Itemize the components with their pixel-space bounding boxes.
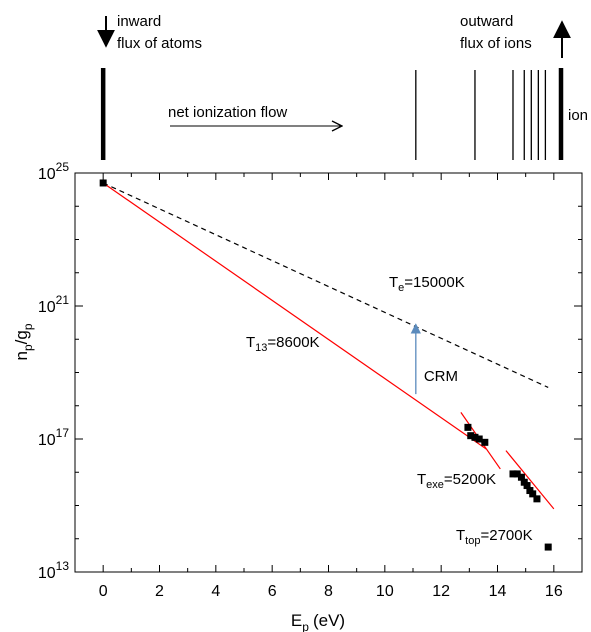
data-point bbox=[533, 495, 541, 503]
label-t13: T13=8600K bbox=[246, 334, 320, 354]
energy-level-lines bbox=[100, 68, 547, 160]
x-tick-label: 14 bbox=[489, 583, 507, 600]
data-point bbox=[467, 432, 475, 440]
y-axis-ticks: 1013 1017 1021 1025 bbox=[38, 160, 582, 582]
data-point bbox=[464, 423, 472, 431]
x-axis-ticks: 0 2 4 6 8 10 12 14 16 bbox=[74, 173, 583, 600]
data-point bbox=[481, 438, 489, 446]
data-points bbox=[99, 179, 552, 551]
outward-label-line2: flux of ions bbox=[460, 35, 532, 52]
x-axis-label: Ep (eV) bbox=[291, 611, 345, 632]
x-tick-label: 2 bbox=[155, 583, 164, 600]
crm-label: CRM bbox=[424, 368, 458, 385]
net-flow-label: net ionization flow bbox=[168, 104, 287, 121]
y-axis-label: np/gp bbox=[12, 323, 35, 360]
energy-level-panel: inward flux of atoms outward flux of ion… bbox=[97, 13, 588, 160]
label-texe: Texe=5200K bbox=[417, 471, 496, 491]
x-tick-label: 0 bbox=[99, 583, 108, 600]
data-point bbox=[529, 490, 537, 498]
data-point bbox=[517, 473, 525, 481]
inward-label-line2: flux of atoms bbox=[117, 35, 202, 52]
y-tick-label: 1017 bbox=[38, 426, 69, 449]
fit-line-13 bbox=[102, 182, 487, 450]
x-tick-label: 16 bbox=[545, 583, 563, 600]
x-tick-label: 4 bbox=[211, 583, 220, 600]
data-point bbox=[99, 179, 107, 187]
y-tick-label: 1025 bbox=[38, 160, 69, 183]
fit-line-top bbox=[505, 450, 555, 510]
inward-label-line1: inward bbox=[117, 13, 161, 30]
x-tick-label: 8 bbox=[324, 583, 333, 600]
data-point bbox=[471, 433, 479, 441]
outward-label-line1: outward bbox=[460, 13, 513, 30]
y-tick-label: 1013 bbox=[38, 559, 69, 582]
y-tick-label: 1021 bbox=[38, 293, 69, 316]
temperature-labels: Te=15000K T13=8600K Texe=5200K Ttop=2700K CR… bbox=[246, 274, 533, 547]
data-point bbox=[544, 543, 552, 551]
ion-label: ion bbox=[568, 107, 588, 124]
data-point bbox=[475, 435, 483, 443]
x-tick-label: 12 bbox=[432, 583, 450, 600]
fit-lines bbox=[102, 182, 555, 510]
x-tick-label: 6 bbox=[268, 583, 277, 600]
plot-area: 0 2 4 6 8 10 12 14 16 1013 1017 1021 1025 Te=15000K… bbox=[38, 160, 583, 600]
label-te: Te=15000K bbox=[389, 274, 465, 294]
label-ttop: Ttop=2700K bbox=[456, 527, 533, 547]
x-tick-label: 10 bbox=[376, 583, 394, 600]
data-point bbox=[523, 482, 531, 490]
electron-temperature-line bbox=[102, 182, 549, 389]
data-point bbox=[513, 470, 521, 478]
data-point bbox=[509, 470, 517, 478]
plot-frame bbox=[74, 172, 583, 573]
